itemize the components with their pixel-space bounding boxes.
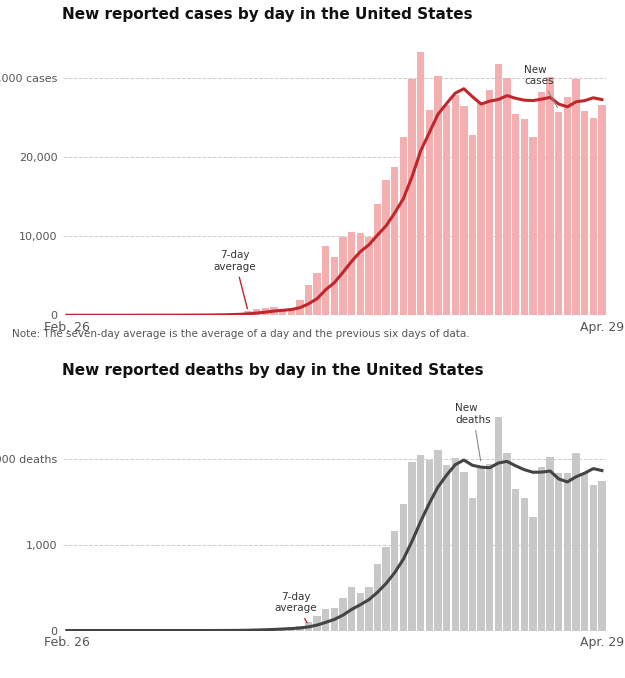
Bar xyxy=(270,306,278,315)
Bar xyxy=(469,134,476,315)
Bar xyxy=(348,232,355,315)
Bar xyxy=(262,629,269,631)
Bar xyxy=(521,119,528,315)
Bar xyxy=(365,586,372,631)
Bar xyxy=(529,517,536,631)
Bar xyxy=(374,564,381,631)
Bar xyxy=(598,481,606,631)
Bar xyxy=(598,105,606,315)
Bar xyxy=(236,313,243,315)
Bar xyxy=(279,628,286,631)
Bar xyxy=(434,76,442,315)
Bar xyxy=(288,308,295,315)
Bar xyxy=(443,104,450,315)
Bar xyxy=(382,547,390,631)
Bar xyxy=(564,96,571,315)
Bar xyxy=(486,464,493,631)
Bar xyxy=(417,455,424,631)
Bar xyxy=(555,111,562,315)
Bar xyxy=(262,308,269,315)
Bar xyxy=(244,630,252,631)
Bar xyxy=(253,309,261,315)
Bar xyxy=(451,458,459,631)
Bar xyxy=(322,610,329,631)
Text: Note: The seven-day average is the average of a day and the previous six days of: Note: The seven-day average is the avera… xyxy=(12,329,470,339)
Text: 7-day
average: 7-day average xyxy=(214,250,256,308)
Bar xyxy=(546,457,554,631)
Bar xyxy=(382,180,390,315)
Bar xyxy=(322,245,329,315)
Text: New
cases: New cases xyxy=(524,64,558,108)
Bar xyxy=(512,489,519,631)
Bar xyxy=(391,167,399,315)
Bar xyxy=(305,622,312,631)
Bar xyxy=(486,89,493,315)
Bar xyxy=(538,92,545,315)
Bar xyxy=(339,597,347,631)
Bar xyxy=(253,629,261,631)
Text: New
deaths: New deaths xyxy=(455,403,491,461)
Bar xyxy=(546,77,554,315)
Bar xyxy=(478,468,485,631)
Bar xyxy=(408,462,416,631)
Bar xyxy=(357,233,364,315)
Bar xyxy=(244,311,252,315)
Bar xyxy=(478,102,485,315)
Bar xyxy=(581,473,588,631)
Bar xyxy=(408,79,416,315)
Bar xyxy=(434,450,442,631)
Bar xyxy=(589,117,597,315)
Bar xyxy=(572,453,580,631)
Bar xyxy=(538,466,545,631)
Bar xyxy=(331,258,338,315)
Bar xyxy=(564,473,571,631)
Bar xyxy=(529,138,536,315)
Bar xyxy=(296,626,304,631)
Bar xyxy=(417,52,424,315)
Bar xyxy=(512,114,519,315)
Bar xyxy=(227,313,234,315)
Bar xyxy=(503,77,511,315)
Bar xyxy=(495,417,502,631)
Bar xyxy=(555,473,562,631)
Bar xyxy=(451,95,459,315)
Bar xyxy=(400,504,407,631)
Bar xyxy=(314,616,321,631)
Bar xyxy=(443,464,450,631)
Bar xyxy=(469,498,476,631)
Bar xyxy=(296,300,304,315)
Bar xyxy=(357,593,364,631)
Text: 7-day
average: 7-day average xyxy=(274,592,317,623)
Bar xyxy=(521,498,528,631)
Bar xyxy=(339,237,347,315)
Bar xyxy=(314,273,321,315)
Bar xyxy=(400,137,407,315)
Bar xyxy=(305,285,312,315)
Bar xyxy=(495,64,502,315)
Bar xyxy=(270,628,278,631)
Bar xyxy=(426,460,433,631)
Bar xyxy=(391,531,399,631)
Bar xyxy=(331,607,338,631)
Bar xyxy=(348,587,355,631)
Bar xyxy=(374,204,381,315)
Bar xyxy=(581,111,588,315)
Bar xyxy=(572,79,580,315)
Text: New reported cases by day in the United States: New reported cases by day in the United … xyxy=(62,7,473,22)
Bar xyxy=(288,627,295,631)
Bar xyxy=(460,106,468,315)
Bar xyxy=(589,485,597,631)
Bar xyxy=(279,309,286,315)
Bar xyxy=(365,237,372,315)
Bar xyxy=(503,453,511,631)
Bar xyxy=(426,110,433,315)
Text: New reported deaths by day in the United States: New reported deaths by day in the United… xyxy=(62,363,484,378)
Bar xyxy=(460,472,468,631)
